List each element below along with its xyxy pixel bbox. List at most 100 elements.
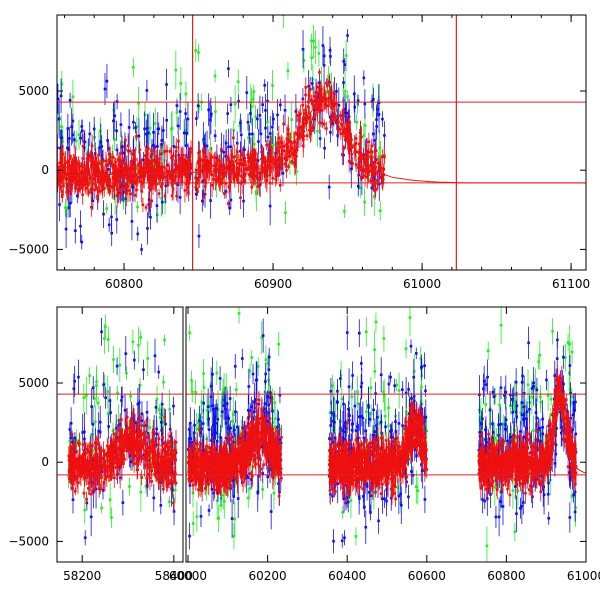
red-point <box>226 155 230 159</box>
red-point <box>307 93 311 97</box>
red-point <box>156 163 160 167</box>
red-point <box>97 447 101 450</box>
red-point <box>152 159 156 162</box>
red-point <box>125 415 129 419</box>
red-point <box>342 146 346 150</box>
red-point <box>74 467 78 470</box>
red-point <box>113 166 117 170</box>
blue-point <box>256 159 260 162</box>
red-point <box>157 437 161 441</box>
red-point <box>107 474 111 478</box>
red-point <box>243 180 247 184</box>
red-point <box>339 114 342 118</box>
blue-point <box>98 420 102 424</box>
blue-point <box>118 465 122 469</box>
red-point <box>196 190 199 193</box>
red-point <box>94 478 97 481</box>
red-point <box>218 164 222 167</box>
red-point <box>78 164 81 168</box>
red-point <box>159 470 163 474</box>
green-point <box>60 125 63 128</box>
red-point <box>264 169 268 173</box>
green-point <box>288 161 292 165</box>
blue-point <box>249 112 252 115</box>
red-point <box>168 460 172 463</box>
green-point <box>255 192 258 196</box>
red-point <box>125 449 129 453</box>
red-point <box>95 474 99 478</box>
green-point <box>113 194 117 198</box>
red-point <box>68 190 72 193</box>
blue-point <box>145 410 149 414</box>
red-point <box>228 186 231 190</box>
blue-point <box>100 154 104 158</box>
red-point <box>124 170 128 174</box>
red-point <box>85 166 88 170</box>
red-point <box>142 439 145 443</box>
red-point <box>104 468 108 471</box>
green-point <box>146 357 150 360</box>
red-point <box>374 170 377 174</box>
red-point <box>325 127 328 130</box>
blue-point <box>115 148 119 152</box>
red-point <box>87 461 90 465</box>
red-point <box>335 121 339 125</box>
red-point <box>148 445 151 449</box>
blue-point <box>57 117 61 120</box>
bottom-panel: 5820058400600006020060400606006080061000… <box>8 306 600 583</box>
green-point <box>61 140 65 143</box>
blue-point <box>342 81 345 84</box>
red-point <box>359 129 362 132</box>
red-point <box>197 172 201 176</box>
blue-point <box>94 487 98 491</box>
blue-point <box>318 137 322 140</box>
green-point <box>74 139 78 143</box>
blue-point <box>377 182 381 186</box>
blue-point <box>209 199 212 202</box>
green-point <box>103 337 106 341</box>
red-point <box>341 153 344 156</box>
red-point <box>199 170 203 173</box>
blue-point <box>243 148 246 151</box>
red-point <box>67 161 71 165</box>
red-point <box>83 178 87 181</box>
red-point <box>240 162 244 166</box>
red-point <box>231 155 234 159</box>
red-point <box>100 182 103 185</box>
red-point <box>153 472 156 476</box>
blue-point <box>261 103 264 106</box>
green-point <box>238 434 241 437</box>
red-point <box>209 163 213 166</box>
red-point <box>116 158 120 161</box>
green-point <box>252 142 256 146</box>
blue-point <box>69 436 72 440</box>
red-point <box>308 128 311 132</box>
red-point <box>98 189 102 193</box>
red-point <box>167 458 171 462</box>
red-point <box>332 102 336 106</box>
red-point <box>202 196 205 199</box>
red-point <box>286 150 290 154</box>
blue-point <box>124 197 127 200</box>
blue-point <box>213 134 217 138</box>
green-point <box>273 401 276 404</box>
blue-point <box>209 114 213 118</box>
red-point <box>78 174 81 178</box>
green-point <box>537 360 540 364</box>
green-point <box>168 408 171 411</box>
red-point <box>360 135 363 139</box>
green-point <box>349 499 353 502</box>
blue-point <box>176 183 180 186</box>
red-point <box>85 181 89 184</box>
red-point <box>376 161 380 165</box>
red-point <box>131 167 135 171</box>
green-point <box>83 508 87 512</box>
red-point <box>254 174 257 178</box>
blue-point <box>343 107 347 111</box>
red-point <box>365 164 368 167</box>
blue-point <box>263 84 267 87</box>
red-point <box>143 154 147 157</box>
blue-point <box>335 90 338 93</box>
blue-point <box>347 115 351 118</box>
blue-point <box>112 119 115 123</box>
